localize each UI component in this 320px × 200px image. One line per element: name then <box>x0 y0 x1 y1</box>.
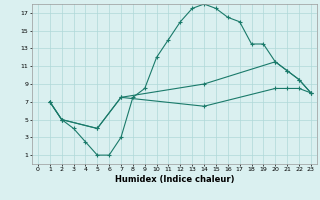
X-axis label: Humidex (Indice chaleur): Humidex (Indice chaleur) <box>115 175 234 184</box>
